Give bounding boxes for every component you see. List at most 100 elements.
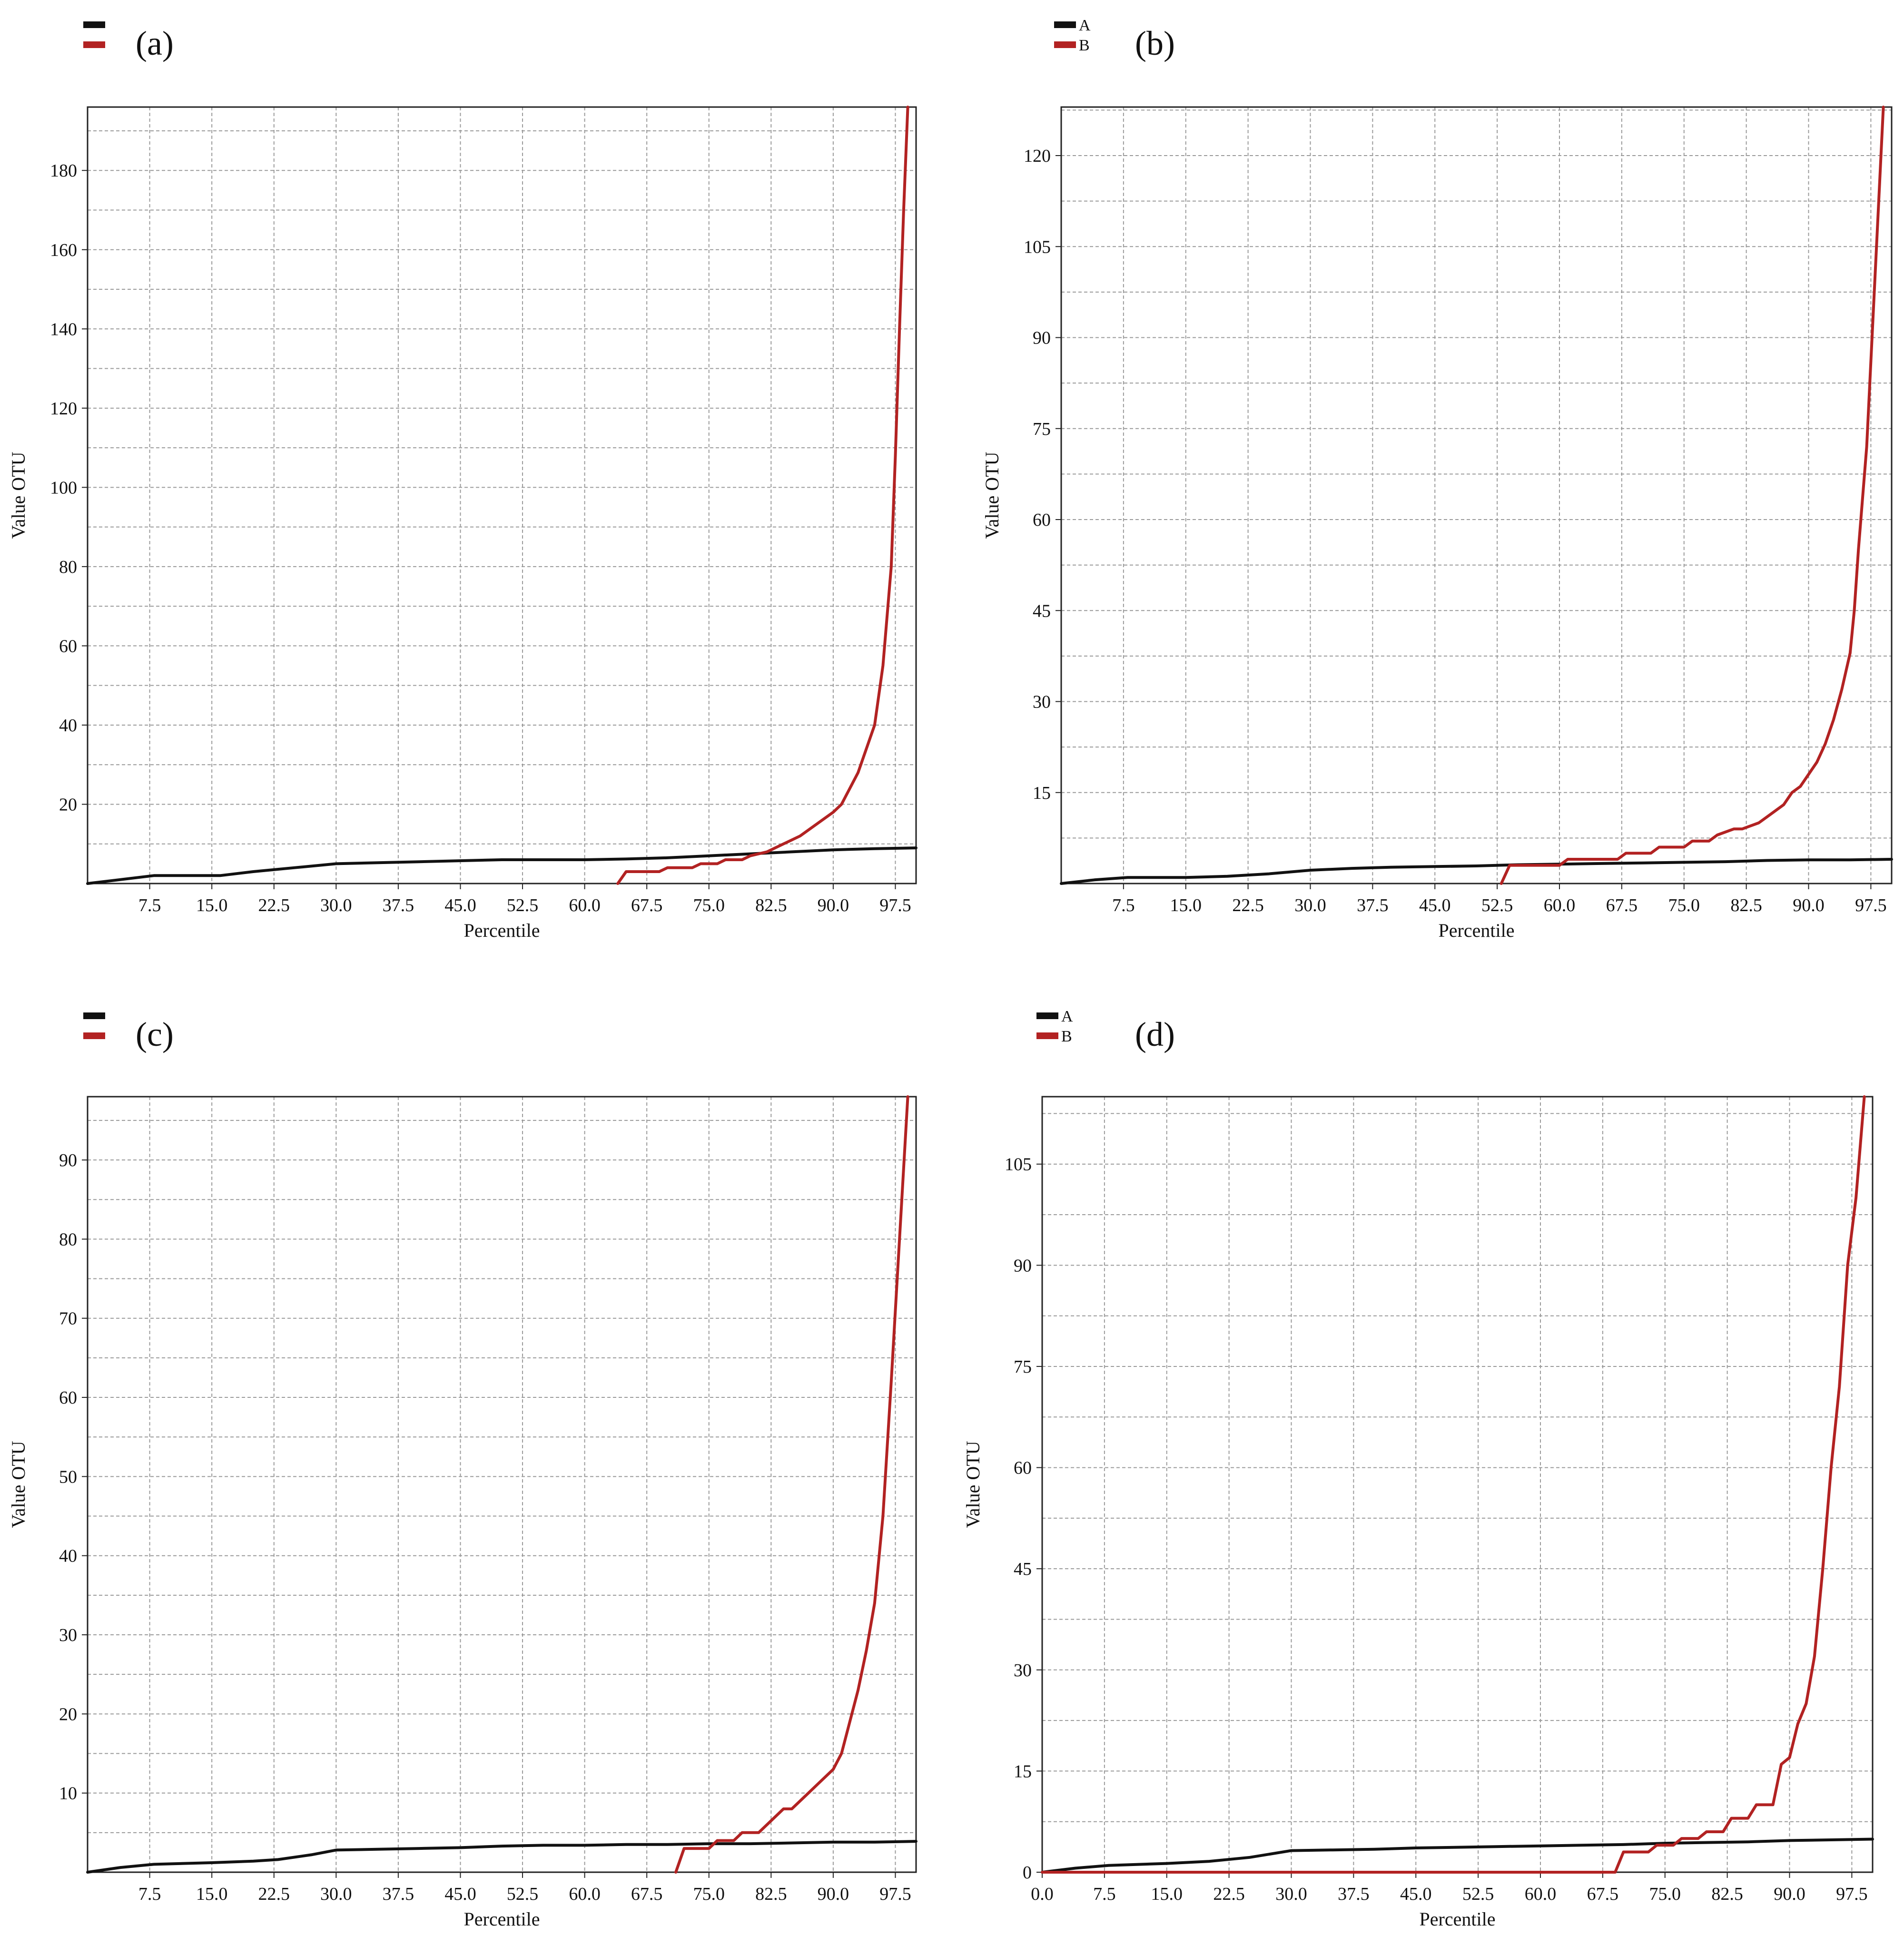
y-tick-label: 40 bbox=[59, 716, 77, 736]
x-tick-label: 90.0 bbox=[1793, 895, 1825, 915]
series-line-a bbox=[86, 1840, 917, 1874]
x-tick-label: 67.5 bbox=[631, 1884, 663, 1904]
x-tick-label: 45.0 bbox=[1419, 895, 1451, 915]
panel-label: (c) bbox=[136, 1015, 174, 1053]
legend-swatch-0 bbox=[1054, 21, 1076, 28]
y-tick-label: 90 bbox=[1014, 1256, 1032, 1276]
y-axis-title: Value OTU bbox=[981, 452, 1003, 539]
y-tick-label: 75 bbox=[1014, 1357, 1032, 1377]
x-tick-label: 37.5 bbox=[1338, 1884, 1370, 1904]
y-tick-label: 30 bbox=[1033, 692, 1051, 712]
y-tick-label: 120 bbox=[50, 399, 77, 419]
x-tick-label: 45.0 bbox=[1400, 1884, 1432, 1904]
y-tick-label: 45 bbox=[1014, 1559, 1032, 1579]
x-tick-label: 82.5 bbox=[755, 1884, 787, 1904]
x-tick-label: 82.5 bbox=[1711, 1884, 1743, 1904]
y-tick-label: 15 bbox=[1033, 783, 1051, 803]
panel-label: (b) bbox=[1135, 24, 1175, 62]
y-tick-label: 105 bbox=[1005, 1155, 1032, 1175]
x-tick-label: 15.0 bbox=[1170, 895, 1202, 915]
y-tick-label: 50 bbox=[59, 1467, 77, 1487]
x-tick-label: 90.0 bbox=[1774, 1884, 1805, 1904]
x-tick-label: 52.5 bbox=[507, 895, 539, 915]
x-tick-label: 30.0 bbox=[1294, 895, 1326, 915]
y-tick-label: 15 bbox=[1014, 1761, 1032, 1781]
legend-label-0: A bbox=[1061, 1008, 1073, 1025]
x-tick-label: 30.0 bbox=[1275, 1884, 1307, 1904]
y-tick-label: 120 bbox=[1024, 146, 1051, 166]
legend-swatch-1 bbox=[1036, 1032, 1058, 1039]
x-tick-label: 90.0 bbox=[818, 895, 849, 915]
series-line-b bbox=[1041, 1095, 1866, 1874]
x-tick-label: 7.5 bbox=[138, 895, 161, 915]
x-tick-label: 7.5 bbox=[1093, 1884, 1116, 1904]
x-tick-label: 15.0 bbox=[196, 895, 228, 915]
y-tick-label: 140 bbox=[50, 319, 77, 339]
y-axis-title: Value OTU bbox=[8, 1441, 29, 1528]
x-tick-label: 52.5 bbox=[1481, 895, 1513, 915]
x-tick-label: 82.5 bbox=[755, 895, 787, 915]
x-tick-label: 82.5 bbox=[1730, 895, 1762, 915]
y-tick-label: 80 bbox=[59, 557, 77, 577]
legend-label-1: B bbox=[1061, 1028, 1072, 1045]
x-tick-label: 97.5 bbox=[879, 1884, 911, 1904]
x-tick-label: 45.0 bbox=[444, 895, 476, 915]
y-tick-label: 30 bbox=[59, 1625, 77, 1645]
x-axis-title: Percentile bbox=[1420, 1908, 1496, 1930]
series-line-b bbox=[1500, 106, 1885, 885]
x-tick-label: 97.5 bbox=[1855, 895, 1887, 915]
y-tick-label: 80 bbox=[59, 1229, 77, 1249]
x-tick-label: 75.0 bbox=[1668, 895, 1700, 915]
y-tick-label: 60 bbox=[59, 1388, 77, 1408]
x-tick-label: 22.5 bbox=[258, 895, 290, 915]
chart-panel-d: AB (d) 0.0 7.5 15.0 22.5 30.0 37.5 45.0 52.5 60.0 6… bbox=[962, 1008, 1874, 1930]
chart-panel-c: (c) 7.5 15.0 22.5 30.0 37.5 45.0 52.5 60.0 67.5 75… bbox=[8, 1012, 917, 1930]
y-tick-label: 75 bbox=[1033, 419, 1051, 439]
x-tick-label: 60.0 bbox=[569, 1884, 601, 1904]
y-tick-label: 100 bbox=[50, 478, 77, 498]
y-tick-label: 90 bbox=[1033, 328, 1051, 348]
y-tick-label: 105 bbox=[1024, 237, 1051, 257]
x-tick-label: 67.5 bbox=[1587, 1884, 1619, 1904]
x-tick-label: 67.5 bbox=[631, 895, 663, 915]
series-line-b bbox=[616, 106, 909, 885]
x-tick-label: 67.5 bbox=[1606, 895, 1638, 915]
legend-label-1: B bbox=[1079, 37, 1090, 54]
x-tick-label: 0.0 bbox=[1031, 1884, 1054, 1904]
x-tick-label: 52.5 bbox=[507, 1884, 539, 1904]
panel-label: (d) bbox=[1135, 1015, 1175, 1053]
y-tick-label: 30 bbox=[1014, 1660, 1032, 1680]
x-tick-label: 22.5 bbox=[258, 1884, 290, 1904]
x-tick-label: 15.0 bbox=[1151, 1884, 1183, 1904]
y-tick-label: 90 bbox=[59, 1150, 77, 1170]
series-line-b bbox=[674, 1095, 909, 1874]
x-tick-label: 37.5 bbox=[383, 1884, 414, 1904]
plot-frame bbox=[87, 1096, 917, 1873]
x-tick-label: 30.0 bbox=[320, 895, 352, 915]
plot-frame bbox=[87, 106, 917, 884]
series-line-a bbox=[1041, 1837, 1874, 1874]
x-tick-label: 90.0 bbox=[818, 1884, 849, 1904]
legend-swatch-0 bbox=[1036, 1012, 1058, 1019]
plot-frame bbox=[1060, 106, 1893, 884]
legend-swatch-1 bbox=[83, 1032, 105, 1039]
y-tick-label: 60 bbox=[1014, 1458, 1032, 1478]
legend-swatch-0 bbox=[83, 1012, 105, 1019]
x-tick-label: 97.5 bbox=[879, 895, 911, 915]
series-line-a bbox=[86, 846, 917, 885]
y-tick-label: 40 bbox=[59, 1546, 77, 1566]
x-tick-label: 97.5 bbox=[1836, 1884, 1868, 1904]
x-tick-label: 15.0 bbox=[196, 1884, 228, 1904]
legend-swatch-1 bbox=[83, 41, 105, 48]
chart-panel-b: AB (b) 7.5 15.0 22.5 30.0 37.5 45.0 52.5 60.0 67.5… bbox=[981, 17, 1893, 941]
x-tick-label: 75.0 bbox=[693, 895, 725, 915]
x-tick-label: 60.0 bbox=[569, 895, 601, 915]
y-tick-label: 20 bbox=[59, 795, 77, 815]
y-tick-label: 0 bbox=[1023, 1863, 1032, 1883]
series-line-a bbox=[1060, 858, 1893, 885]
y-tick-label: 60 bbox=[1033, 510, 1051, 530]
x-tick-label: 22.5 bbox=[1213, 1884, 1245, 1904]
legend-swatch-0 bbox=[83, 21, 105, 28]
x-axis-title: Percentile bbox=[464, 920, 540, 941]
legend-swatch-1 bbox=[1054, 41, 1076, 48]
